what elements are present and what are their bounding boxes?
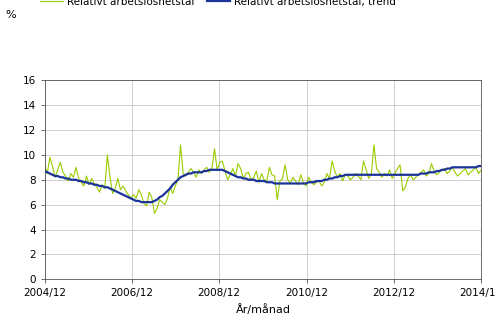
Legend: Relativt arbetslöshetstal, Relativt arbetslöshetstal, trend: Relativt arbetslöshetstal, Relativt arbe… [40,0,396,7]
Text: %: % [5,10,15,20]
X-axis label: År/månad: År/månad [236,304,290,315]
